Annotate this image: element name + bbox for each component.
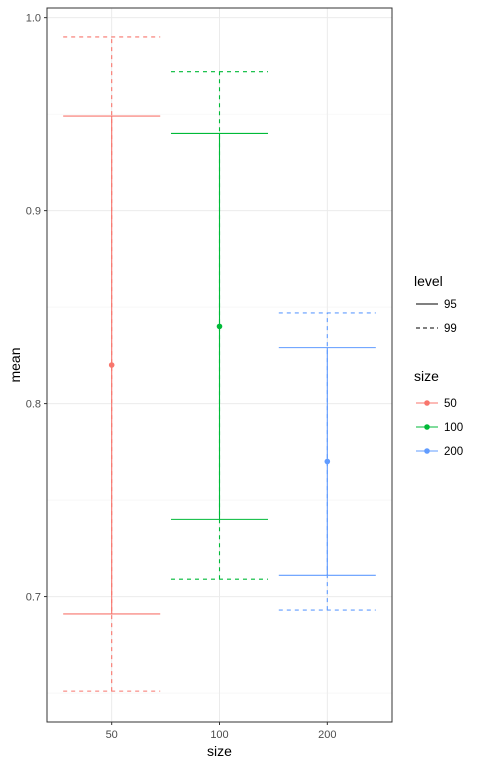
legend-size-label: 200 — [444, 446, 463, 458]
legend-size-key-point — [424, 400, 430, 406]
axes: 0.7 0.8 0.9 1.0 50 100 200 — [26, 13, 337, 741]
legend-level-title: level — [414, 273, 443, 289]
y-tick-label: 0.7 — [26, 592, 41, 604]
x-axis-title: size — [207, 743, 232, 759]
legend-level-label: 95 — [444, 299, 457, 311]
error-bars — [63, 36, 376, 692]
legend: level size 95 99 50 100 200 — [414, 273, 463, 458]
legend-size-label: 100 — [444, 422, 463, 434]
y-axis-title: mean — [7, 347, 23, 382]
mean-point — [108, 362, 115, 368]
y-tick-label: 0.9 — [26, 206, 41, 218]
y-tick-label: 0.8 — [26, 399, 41, 411]
mean-point — [324, 458, 331, 465]
x-tick-label: 100 — [210, 729, 228, 741]
x-tick-label: 200 — [318, 729, 336, 741]
legend-level-label: 99 — [444, 323, 457, 335]
legend-size-label: 50 — [444, 398, 457, 410]
legend-size-title: size — [414, 368, 439, 384]
legend-size-key-point — [424, 424, 430, 430]
x-tick-label: 50 — [106, 729, 118, 741]
y-tick-label: 1.0 — [26, 13, 41, 25]
mean-point — [216, 323, 223, 330]
legend-size-key-point — [424, 448, 430, 454]
